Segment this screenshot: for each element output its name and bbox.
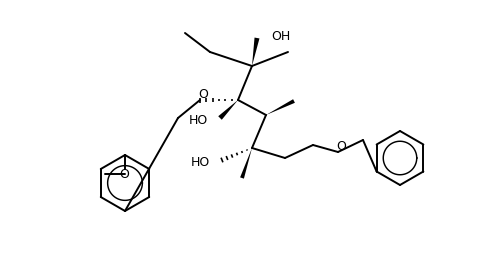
Text: HO: HO [189,113,208,126]
Polygon shape [252,38,260,66]
Polygon shape [240,148,252,179]
Text: HO: HO [191,155,210,168]
Text: O: O [336,140,346,153]
Text: O: O [198,89,208,101]
Polygon shape [266,99,295,115]
Polygon shape [218,100,238,120]
Text: O: O [119,167,129,180]
Text: OH: OH [271,30,290,44]
